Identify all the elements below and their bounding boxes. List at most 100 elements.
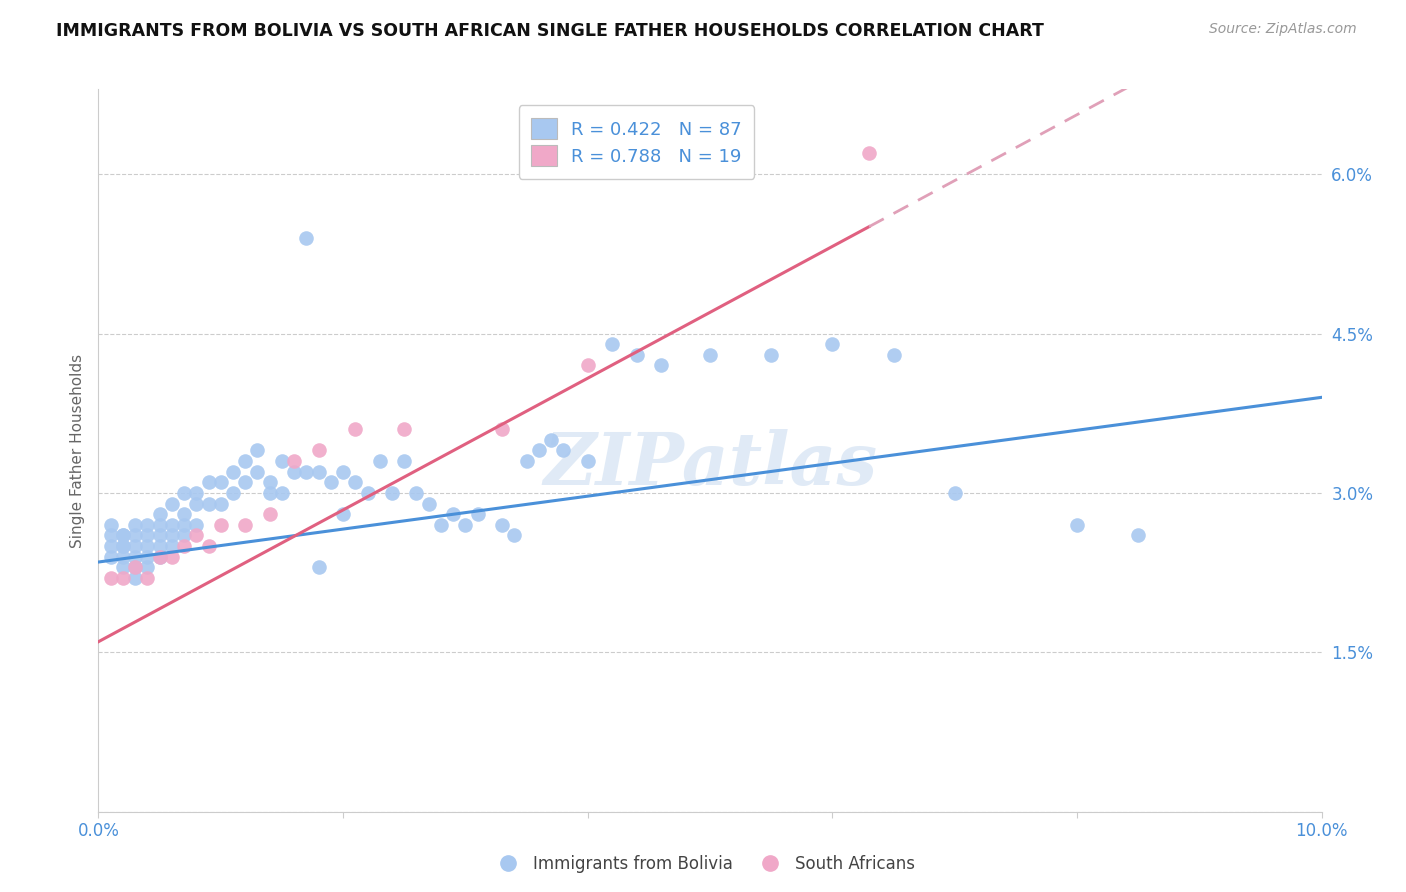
Point bbox=[319, 475, 342, 490]
Point bbox=[246, 465, 269, 479]
Point bbox=[600, 337, 623, 351]
Text: Source: ZipAtlas.com: Source: ZipAtlas.com bbox=[1209, 22, 1357, 37]
Point bbox=[259, 486, 281, 500]
Point bbox=[222, 465, 245, 479]
Point bbox=[160, 549, 183, 564]
Point bbox=[209, 497, 232, 511]
Point bbox=[1066, 517, 1088, 532]
Point bbox=[503, 528, 526, 542]
Point bbox=[222, 486, 245, 500]
Point bbox=[491, 422, 513, 436]
Point bbox=[233, 454, 256, 468]
Point bbox=[173, 486, 195, 500]
Point bbox=[233, 475, 256, 490]
Point bbox=[454, 517, 477, 532]
Point bbox=[356, 486, 378, 500]
Point bbox=[491, 517, 513, 532]
Point bbox=[197, 475, 219, 490]
Point bbox=[100, 571, 122, 585]
Point bbox=[308, 560, 330, 574]
Point bbox=[392, 454, 416, 468]
Point bbox=[124, 571, 146, 585]
Point bbox=[295, 231, 318, 245]
Point bbox=[392, 422, 416, 436]
Point bbox=[100, 528, 122, 542]
Point bbox=[332, 507, 354, 521]
Point bbox=[136, 517, 159, 532]
Point bbox=[160, 517, 183, 532]
Point bbox=[858, 145, 880, 160]
Point bbox=[368, 454, 391, 468]
Point bbox=[111, 560, 134, 574]
Point bbox=[149, 539, 172, 553]
Point bbox=[136, 528, 159, 542]
Point bbox=[381, 486, 404, 500]
Point bbox=[527, 443, 550, 458]
Text: ZIPatlas: ZIPatlas bbox=[543, 429, 877, 500]
Point bbox=[405, 486, 427, 500]
Point bbox=[759, 348, 782, 362]
Point bbox=[259, 507, 281, 521]
Point bbox=[516, 454, 538, 468]
Point bbox=[136, 560, 159, 574]
Point bbox=[111, 549, 134, 564]
Point bbox=[160, 539, 183, 553]
Point bbox=[308, 465, 330, 479]
Point bbox=[186, 486, 208, 500]
Point bbox=[283, 465, 305, 479]
Point bbox=[149, 549, 172, 564]
Point bbox=[540, 433, 562, 447]
Point bbox=[246, 443, 269, 458]
Point bbox=[270, 486, 292, 500]
Point bbox=[467, 507, 489, 521]
Point bbox=[883, 348, 905, 362]
Point bbox=[124, 539, 146, 553]
Point bbox=[124, 560, 146, 574]
Point bbox=[111, 528, 134, 542]
Point bbox=[943, 486, 966, 500]
Point bbox=[186, 497, 208, 511]
Point bbox=[259, 475, 281, 490]
Point bbox=[111, 539, 134, 553]
Point bbox=[173, 528, 195, 542]
Point bbox=[173, 539, 195, 553]
Point bbox=[149, 549, 172, 564]
Point bbox=[344, 475, 367, 490]
Point bbox=[344, 422, 367, 436]
Point bbox=[124, 517, 146, 532]
Point bbox=[1128, 528, 1150, 542]
Point bbox=[209, 475, 232, 490]
Point bbox=[124, 560, 146, 574]
Point bbox=[308, 443, 330, 458]
Point bbox=[160, 497, 183, 511]
Point bbox=[173, 517, 195, 532]
Point bbox=[100, 539, 122, 553]
Point bbox=[100, 549, 122, 564]
Point bbox=[197, 539, 219, 553]
Point bbox=[270, 454, 292, 468]
Point bbox=[821, 337, 844, 351]
Point bbox=[136, 549, 159, 564]
Point bbox=[233, 517, 256, 532]
Point bbox=[111, 571, 134, 585]
Y-axis label: Single Father Households: Single Father Households bbox=[70, 353, 86, 548]
Point bbox=[149, 528, 172, 542]
Point bbox=[186, 528, 208, 542]
Point bbox=[111, 539, 134, 553]
Point bbox=[209, 517, 232, 532]
Point bbox=[136, 539, 159, 553]
Text: IMMIGRANTS FROM BOLIVIA VS SOUTH AFRICAN SINGLE FATHER HOUSEHOLDS CORRELATION CH: IMMIGRANTS FROM BOLIVIA VS SOUTH AFRICAN… bbox=[56, 22, 1045, 40]
Point bbox=[699, 348, 721, 362]
Point bbox=[136, 571, 159, 585]
Point bbox=[441, 507, 464, 521]
Point bbox=[149, 507, 172, 521]
Point bbox=[576, 454, 599, 468]
Point bbox=[173, 507, 195, 521]
Point bbox=[332, 465, 354, 479]
Point bbox=[283, 454, 305, 468]
Point bbox=[124, 528, 146, 542]
Point bbox=[160, 528, 183, 542]
Point bbox=[111, 528, 134, 542]
Point bbox=[553, 443, 575, 458]
Point bbox=[186, 517, 208, 532]
